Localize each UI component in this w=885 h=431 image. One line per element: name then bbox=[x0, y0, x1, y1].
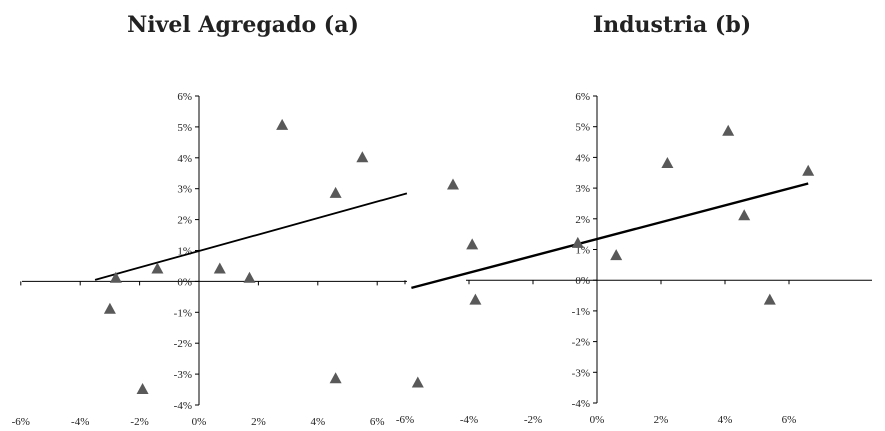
data-point-b bbox=[610, 249, 623, 261]
trend-line-a bbox=[94, 192, 408, 281]
x-tick-label-b: -6% bbox=[396, 414, 414, 426]
data-point-a bbox=[276, 118, 289, 130]
trend-line-b bbox=[411, 182, 809, 290]
data-point-b bbox=[738, 209, 751, 221]
y-tick-label-a: 0% bbox=[177, 276, 192, 288]
y-tick-label-b: 5% bbox=[575, 122, 590, 134]
x-tick-label-a: -2% bbox=[130, 416, 148, 428]
y-tick-label-a: -2% bbox=[174, 338, 192, 350]
y-tick-label-a: -3% bbox=[174, 369, 192, 381]
y-tick-label-a: 5% bbox=[177, 122, 192, 134]
data-point-a bbox=[109, 271, 122, 283]
x-tick-label-b: -2% bbox=[524, 414, 542, 426]
data-point-a bbox=[151, 262, 164, 274]
y-tick-label-b: -1% bbox=[572, 306, 590, 318]
y-tick-label-b: 4% bbox=[575, 152, 590, 164]
data-point-a bbox=[103, 302, 116, 314]
x-tick-label-b: 6% bbox=[782, 414, 797, 426]
x-tick-label-a: -6% bbox=[12, 416, 30, 428]
x-tick-label-b: 2% bbox=[654, 414, 669, 426]
y-tick-label-b: 3% bbox=[575, 183, 590, 195]
data-point-a bbox=[213, 262, 226, 274]
y-tick-label-b: 6% bbox=[575, 91, 590, 103]
data-point-b bbox=[466, 238, 479, 250]
y-tick-label-a: 4% bbox=[177, 153, 192, 165]
y-tick-label-a: -4% bbox=[174, 400, 192, 412]
data-point-b bbox=[661, 157, 674, 169]
x-tick-label-a: 6% bbox=[370, 416, 385, 428]
data-point-b bbox=[447, 178, 459, 190]
chart-title-a: Nivel Agregado (a) bbox=[127, 12, 359, 38]
x-tick-label-a: 0% bbox=[192, 416, 207, 428]
chart-title-b: Industria (b) bbox=[592, 12, 752, 38]
x-tick-label-a: 4% bbox=[310, 416, 325, 428]
data-point-b bbox=[469, 293, 482, 305]
x-tick-label-a: -4% bbox=[71, 416, 89, 428]
y-tick-label-b: -3% bbox=[572, 367, 590, 379]
data-point-a bbox=[329, 372, 342, 384]
y-tick-label-b: -4% bbox=[572, 398, 590, 410]
x-tick-label-a: 2% bbox=[251, 416, 266, 428]
y-tick-label-b: 0% bbox=[575, 275, 590, 287]
x-tick-label-b: 4% bbox=[718, 414, 733, 426]
y-tick-label-b: -2% bbox=[572, 337, 590, 349]
y-tick-label-a: 6% bbox=[177, 91, 192, 103]
data-point-a bbox=[136, 383, 149, 395]
data-point-b bbox=[571, 236, 584, 248]
y-tick-label-a: -1% bbox=[174, 307, 192, 319]
data-point-a bbox=[243, 271, 256, 283]
data-point-b bbox=[763, 293, 776, 305]
data-point-b bbox=[411, 376, 424, 388]
data-point-b bbox=[722, 124, 735, 136]
data-point-b bbox=[802, 164, 815, 176]
y-tick-label-a: 2% bbox=[177, 215, 192, 227]
data-point-a bbox=[329, 186, 342, 198]
x-tick-label-b: 0% bbox=[590, 414, 605, 426]
x-tick-label-b: -4% bbox=[460, 414, 478, 426]
data-point-a bbox=[356, 151, 369, 163]
y-tick-label-b: 2% bbox=[575, 214, 590, 226]
y-tick-label-a: 3% bbox=[177, 184, 192, 196]
